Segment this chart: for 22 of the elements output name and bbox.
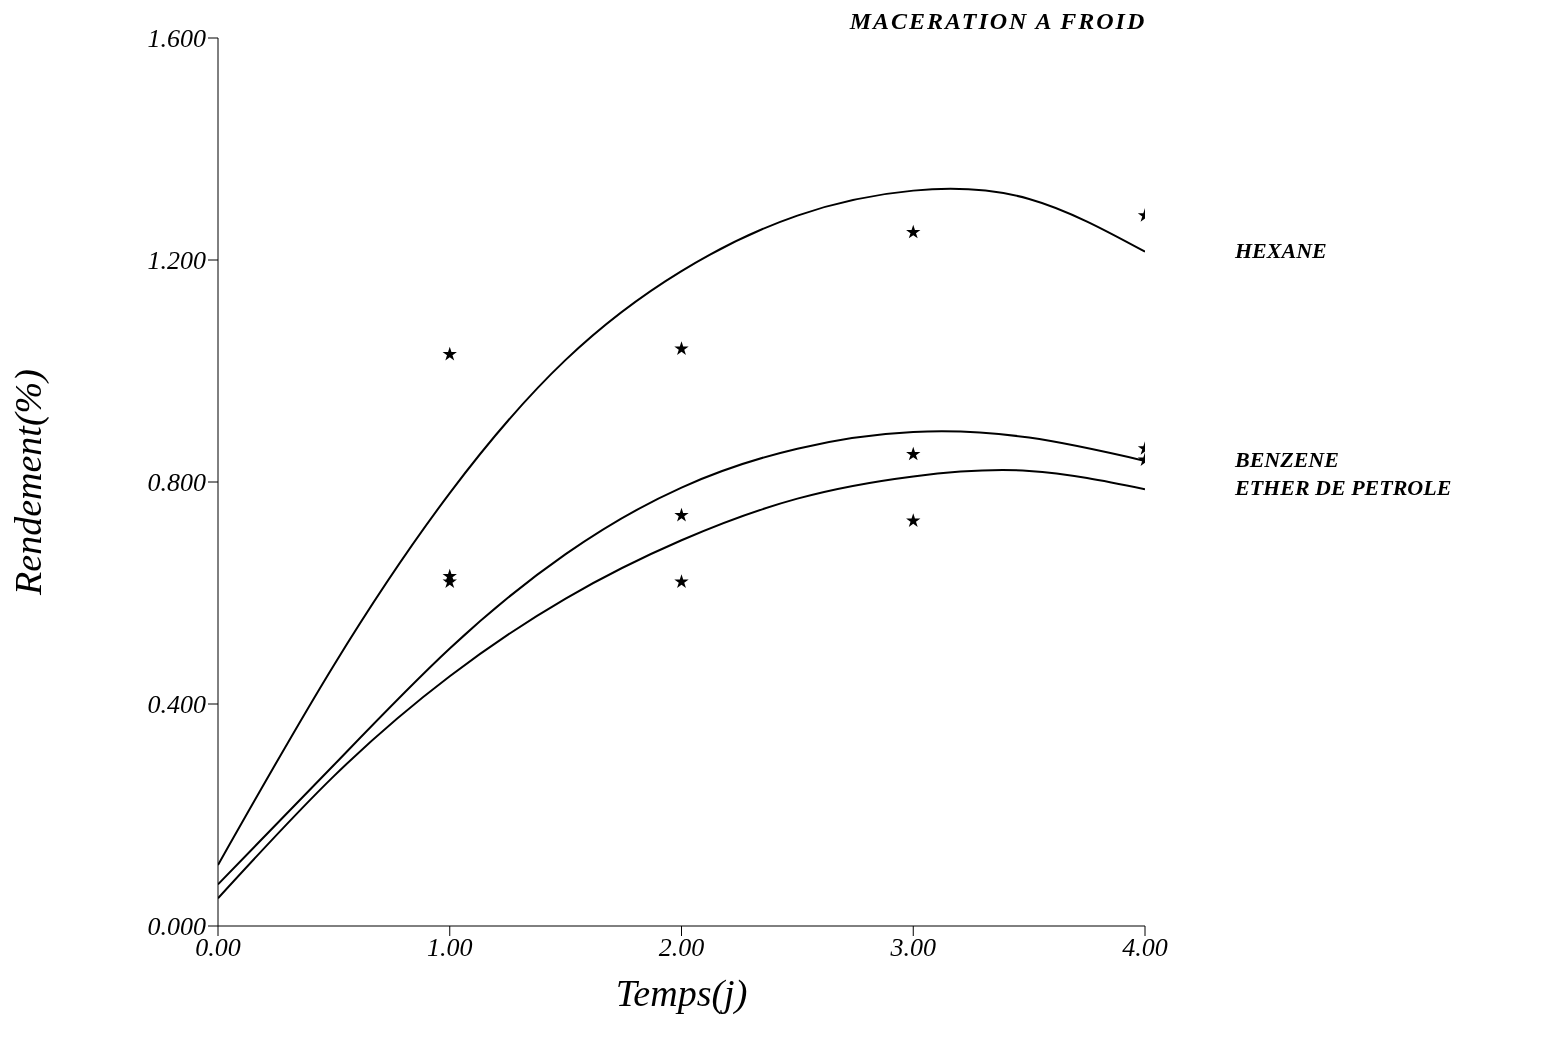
point <box>906 224 921 239</box>
x-tick-label: 4.00 <box>1122 933 1168 963</box>
x-tick-label: 3.00 <box>889 933 936 963</box>
y-tick-label: 1.200 <box>147 246 206 276</box>
chart-title: MACERATION A FROID <box>848 8 1148 35</box>
x-axis-title: Temps(j) <box>615 972 748 1015</box>
point <box>674 341 689 355</box>
y-tick-label: 0.800 <box>147 468 206 498</box>
x-tick-label: 1.00 <box>427 933 473 963</box>
x-tick-label: 2.00 <box>658 933 705 963</box>
y-axis-title: Rendement(%) <box>7 369 51 596</box>
text: BENZENE <box>1234 446 1339 472</box>
point <box>906 513 921 527</box>
point <box>442 568 457 583</box>
point <box>674 507 689 522</box>
text: HEXANE <box>1234 237 1327 263</box>
point <box>442 346 457 361</box>
point <box>906 446 921 461</box>
y-tick-label: 0.400 <box>147 690 206 720</box>
point <box>674 574 689 589</box>
text: ETHER DE PETROLE <box>1234 475 1452 501</box>
y-tick-label: 1.600 <box>147 24 206 54</box>
